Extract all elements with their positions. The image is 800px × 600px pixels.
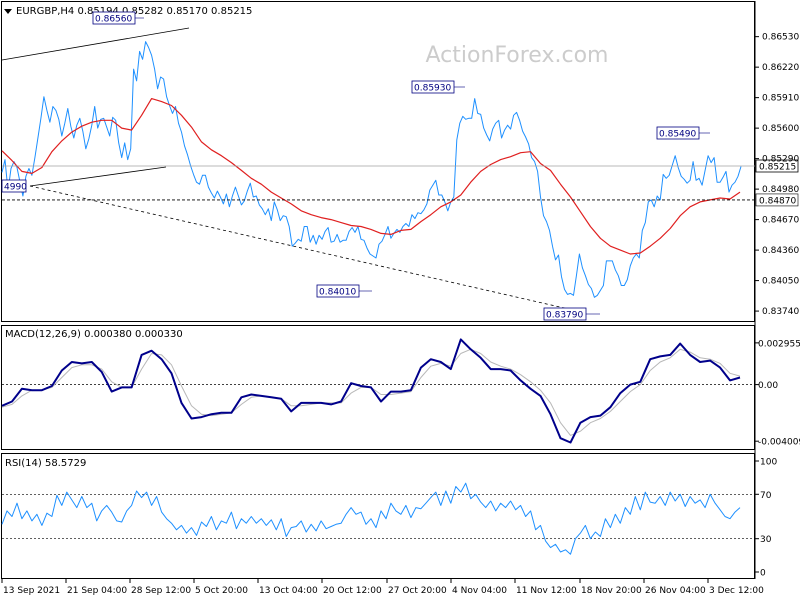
time-tick-label: 27 Oct 20:00 [388,586,447,596]
current-price-line: 0.85215 [2,159,799,173]
ma-line [1,97,741,255]
current-price-tag [755,159,799,173]
symbol-header: EURGBP,H4 0.85194 0.85282 0.85170 0.8521… [16,6,252,17]
rsi-line [1,482,741,555]
moving-average-series [1,97,741,255]
time-axis-ticks: 13 Sep 2021 21 Sep 04:00 28 Sep 12:00 5 Oct… [1,579,764,596]
support-price-tag [755,193,799,207]
price-tick-label: 0.86220 [762,63,799,73]
rsi-tick-label: 0 [760,569,766,579]
price-tick-label: 0.85290 [762,155,799,165]
macd-label: MACD(12,26,9) 0.000380 0.000330 [5,329,183,340]
price-label-box [1,179,27,193]
time-tick-label: 4 Nov 04:00 [452,586,507,596]
rsi-axis-ticks: 100 70 30 0 [755,458,777,579]
channel-upper-line [1,27,190,61]
symbol-dropdown-icon[interactable] [4,9,12,14]
watermark: ActionForex.com [426,43,609,68]
time-tick-label: 5 Oct 20:00 [195,586,248,596]
time-tick-label: 28 Sep 12:00 [131,586,191,596]
rsi-level-lines [2,493,755,540]
macd-line [1,338,741,444]
price-label-high-dec: 0.85490 [659,130,696,140]
price-tick-label: 0.84360 [762,246,799,256]
price-tick-label: 0.84980 [762,185,799,195]
rsi-panel-frame [1,453,755,579]
channel-lower-line [29,166,167,187]
price-tick-label: 0.84670 [762,216,799,226]
support-price-label: 0.84870 [759,196,796,206]
macd-tick-label: 0.00 [758,381,778,391]
dashed-trendline [29,185,574,311]
price-tick-label: 0.85910 [762,94,799,104]
trend-lines [1,27,574,311]
rsi-tick-label: 30 [760,535,772,545]
price-tick-label: 0.85600 [762,124,799,134]
time-tick-label: 18 Nov 20:00 [581,586,642,596]
price-label-low-nov: 0.83790 [546,311,583,321]
macd-tick-label: -0.004009 [758,438,800,448]
price-axis-ticks: 0.86530 0.86220 0.85910 0.85600 0.85290 0.849… [755,33,799,317]
price-tick-label: 0.86530 [762,33,799,43]
price-label-high-sep: 0.86560 [95,15,132,25]
time-tick-label: 26 Nov 04:00 [645,586,706,596]
current-price-label: 0.85215 [759,163,796,173]
price-panel-frame [1,1,755,322]
macd-panel-frame [1,325,755,450]
macd-series [1,338,741,444]
macd-tick-label: 0.002955 [758,339,800,349]
macd-axis-ticks: 0.002955 0.00 -0.004009 [755,339,800,448]
rsi-label: RSI(14) 58.5729 [5,458,86,469]
price-annotations: 0.86560 0.84010 0.85930 0.83790 0.85490 4990 [1,11,710,321]
rsi-tick-label: 70 [760,491,772,501]
rsi-tick-label: 100 [760,458,777,468]
time-tick-label: 21 Sep 04:00 [67,586,127,596]
time-tick-label: 3 Dec 12:00 [709,586,764,596]
time-tick-label: 11 Nov 12:00 [516,586,577,596]
price-tick-label: 0.84050 [762,277,799,287]
time-tick-label: 13 Oct 04:00 [259,586,318,596]
price-label-low-oct: 0.84010 [319,288,356,298]
time-tick-label: 13 Sep 2021 [3,586,60,596]
time-tick-label: 20 Oct 12:00 [323,586,382,596]
price-label-left-partial: 4990 [4,183,27,193]
price-line [1,41,742,298]
rsi-series [1,482,741,555]
support-level-line: 0.84870 [2,193,799,207]
price-label-high-nov: 0.85930 [414,84,451,94]
price-tick-label: 0.83740 [762,307,799,317]
price-series [1,41,742,298]
